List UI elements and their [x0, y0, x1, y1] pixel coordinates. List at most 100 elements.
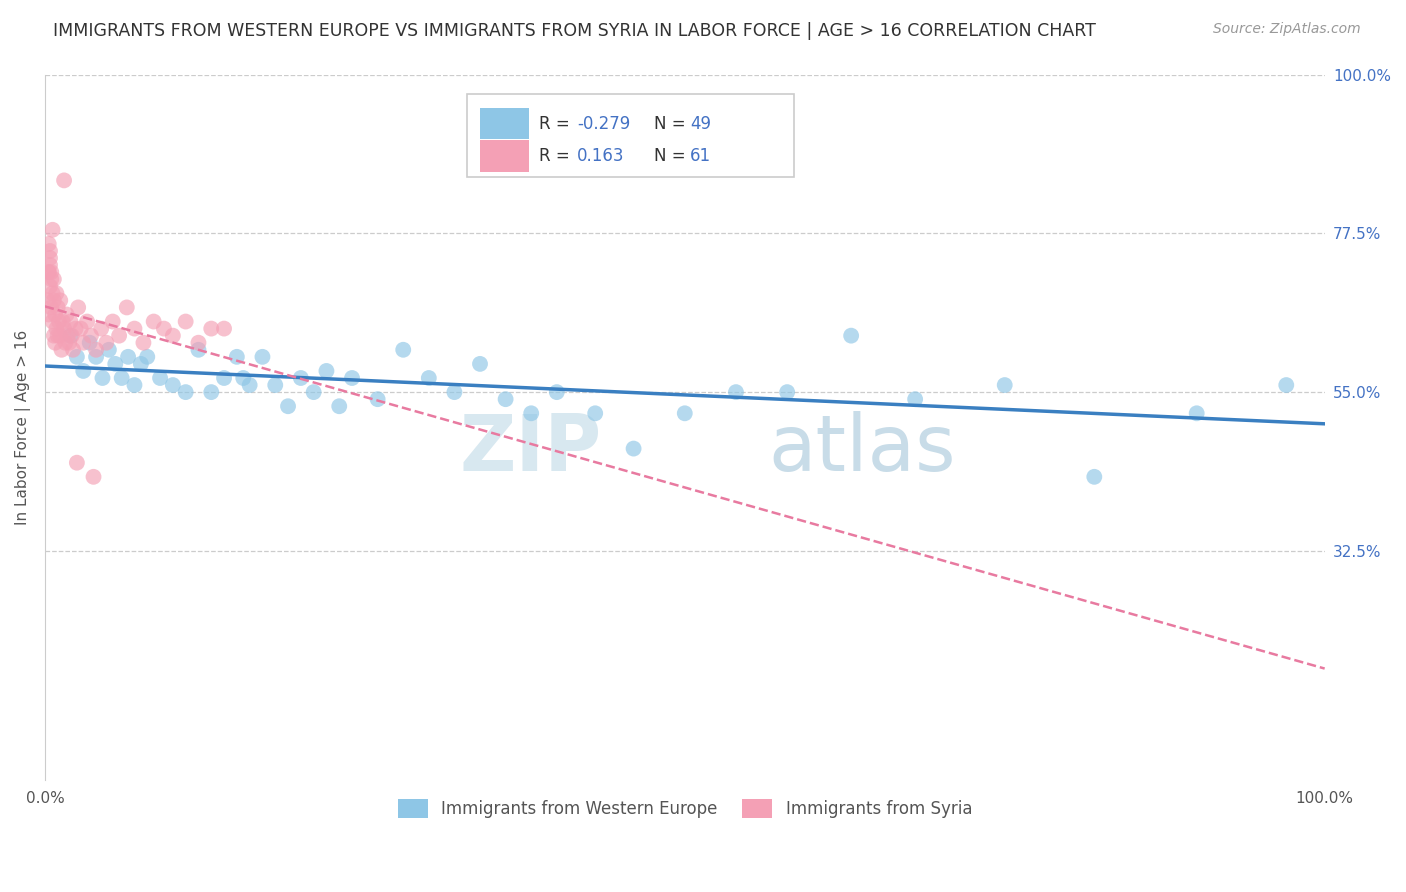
Point [443, 385, 465, 400]
Point [41, 223, 63, 237]
Point [65, 321, 87, 335]
FancyBboxPatch shape [467, 94, 793, 177]
Point [60, 328, 83, 343]
Point [80, 328, 103, 343]
Point [162, 328, 184, 343]
Point [41, 286, 63, 301]
Point [1083, 470, 1105, 484]
Text: N =: N = [654, 147, 690, 165]
Point [200, 385, 222, 400]
Point [52, 314, 75, 328]
Point [623, 442, 645, 456]
Text: IMMIGRANTS FROM WESTERN EUROPE VS IMMIGRANTS FROM SYRIA IN LABOR FORCE | AGE > 1: IMMIGRANTS FROM WESTERN EUROPE VS IMMIGR… [53, 22, 1097, 40]
Point [136, 350, 159, 364]
Text: R =: R = [538, 147, 575, 165]
Point [212, 321, 235, 335]
Point [673, 406, 696, 420]
Point [59, 328, 82, 343]
Point [302, 385, 325, 400]
Point [264, 378, 287, 392]
Point [55, 308, 77, 322]
Point [76, 314, 98, 328]
Point [124, 378, 146, 392]
Point [45, 321, 67, 335]
Point [776, 385, 799, 400]
Point [72, 335, 94, 350]
Point [495, 392, 517, 407]
Point [39, 265, 62, 279]
FancyBboxPatch shape [479, 140, 529, 172]
Point [38, 265, 60, 279]
FancyBboxPatch shape [479, 108, 529, 139]
Point [49, 328, 72, 343]
Point [66, 456, 89, 470]
Point [153, 321, 176, 335]
Point [187, 335, 209, 350]
Point [91, 371, 114, 385]
Point [79, 335, 101, 350]
Point [252, 350, 274, 364]
Point [41, 314, 63, 328]
Text: Source: ZipAtlas.com: Source: ZipAtlas.com [1213, 22, 1361, 37]
Point [904, 392, 927, 407]
Point [53, 335, 76, 350]
Point [328, 399, 350, 413]
Point [58, 335, 80, 350]
Point [46, 301, 69, 315]
Point [101, 314, 124, 328]
Point [212, 371, 235, 385]
Point [53, 321, 76, 335]
Point [46, 328, 69, 343]
Point [39, 279, 62, 293]
Point [839, 328, 862, 343]
Point [96, 335, 118, 350]
Point [392, 343, 415, 357]
Point [38, 308, 60, 322]
Point [37, 293, 59, 308]
Point [72, 364, 94, 378]
Point [520, 406, 543, 420]
Point [315, 364, 337, 378]
Point [44, 308, 66, 322]
Point [56, 328, 79, 343]
Point [239, 378, 262, 392]
Point [340, 371, 363, 385]
Point [994, 378, 1017, 392]
Point [84, 343, 107, 357]
Point [232, 371, 254, 385]
Point [583, 406, 606, 420]
Point [84, 350, 107, 364]
Point [104, 357, 127, 371]
Point [115, 301, 138, 315]
Point [39, 301, 62, 315]
Point [39, 244, 62, 258]
Y-axis label: In Labor Force | Age > 16: In Labor Force | Age > 16 [15, 330, 31, 525]
Text: 61: 61 [690, 147, 711, 165]
Point [59, 314, 82, 328]
Point [418, 371, 440, 385]
Point [187, 343, 209, 357]
Point [38, 236, 60, 251]
Point [67, 301, 90, 315]
Text: 49: 49 [690, 115, 711, 133]
Point [108, 328, 131, 343]
Point [174, 314, 197, 328]
Point [45, 286, 67, 301]
Point [468, 357, 491, 371]
Point [132, 335, 155, 350]
Text: R =: R = [538, 115, 575, 133]
Point [129, 357, 152, 371]
Point [49, 293, 72, 308]
Text: atlas: atlas [768, 410, 956, 486]
Point [39, 258, 62, 272]
Point [1185, 406, 1208, 420]
Point [111, 371, 134, 385]
Point [42, 328, 65, 343]
Point [44, 335, 66, 350]
Point [290, 371, 312, 385]
Text: N =: N = [654, 115, 690, 133]
Point [53, 173, 76, 187]
Point [62, 343, 84, 357]
Point [39, 251, 62, 265]
Text: 0.163: 0.163 [578, 147, 624, 165]
